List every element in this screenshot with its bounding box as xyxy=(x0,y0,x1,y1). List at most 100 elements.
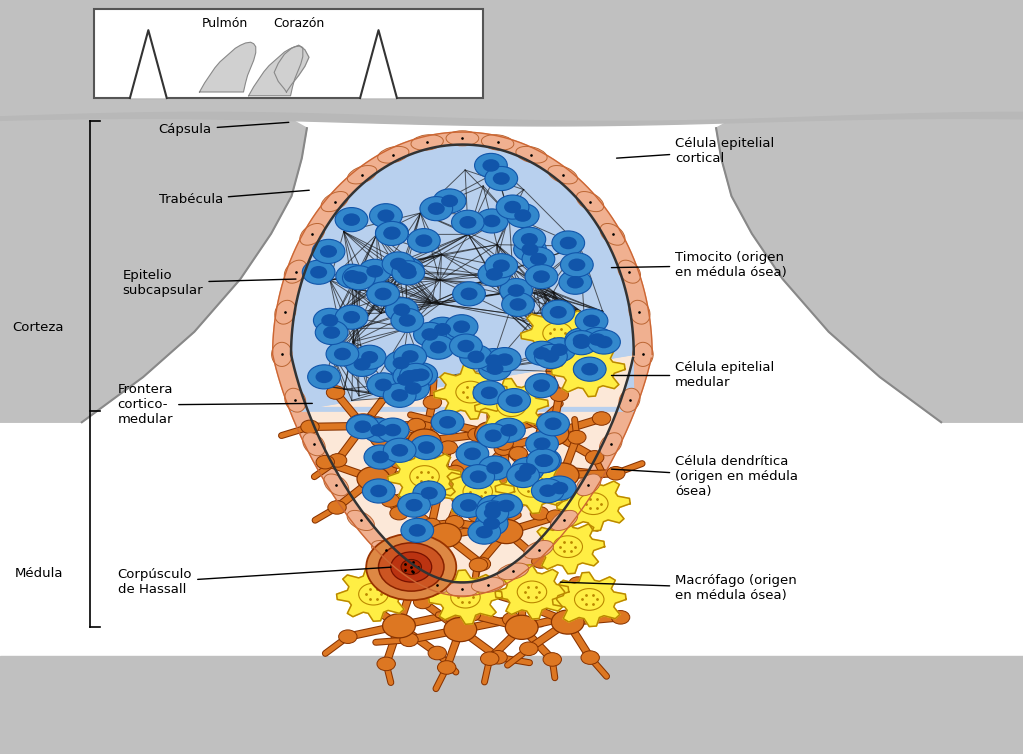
Circle shape xyxy=(407,418,426,432)
Polygon shape xyxy=(521,306,594,360)
Circle shape xyxy=(415,234,433,247)
Ellipse shape xyxy=(347,510,374,531)
Circle shape xyxy=(509,298,527,311)
Circle shape xyxy=(521,233,538,246)
Circle shape xyxy=(343,265,375,290)
Circle shape xyxy=(370,433,389,446)
Ellipse shape xyxy=(271,342,293,366)
Circle shape xyxy=(468,428,486,441)
Ellipse shape xyxy=(632,342,654,366)
Text: Frontera
cortico-
medular: Frontera cortico- medular xyxy=(118,383,312,427)
Circle shape xyxy=(573,357,606,382)
Circle shape xyxy=(405,363,438,387)
Circle shape xyxy=(327,501,346,514)
Circle shape xyxy=(301,420,319,434)
Circle shape xyxy=(539,484,557,497)
Circle shape xyxy=(376,657,395,670)
Circle shape xyxy=(407,369,425,382)
Circle shape xyxy=(464,585,483,599)
Circle shape xyxy=(383,252,415,276)
Circle shape xyxy=(551,482,568,495)
Circle shape xyxy=(399,264,416,276)
Circle shape xyxy=(451,587,480,608)
Ellipse shape xyxy=(576,192,604,212)
Circle shape xyxy=(361,351,379,363)
Text: Célula dendrítica
(origen en médula
ósea): Célula dendrítica (origen en médula ósea… xyxy=(612,455,798,498)
Polygon shape xyxy=(130,30,167,98)
Circle shape xyxy=(424,474,456,498)
Circle shape xyxy=(352,592,370,605)
Polygon shape xyxy=(273,132,653,596)
Circle shape xyxy=(422,518,441,532)
Circle shape xyxy=(463,448,481,460)
Circle shape xyxy=(451,210,484,234)
Circle shape xyxy=(476,511,508,535)
Circle shape xyxy=(509,446,528,460)
Circle shape xyxy=(384,226,401,239)
Circle shape xyxy=(486,461,503,474)
Text: Corazón: Corazón xyxy=(273,17,324,30)
Polygon shape xyxy=(337,567,410,621)
Circle shape xyxy=(553,536,582,557)
Circle shape xyxy=(347,415,380,439)
Circle shape xyxy=(612,611,630,624)
Circle shape xyxy=(496,354,514,366)
Ellipse shape xyxy=(324,474,349,495)
Circle shape xyxy=(501,403,520,416)
Ellipse shape xyxy=(550,510,578,531)
Circle shape xyxy=(520,463,536,476)
Circle shape xyxy=(568,431,586,444)
Circle shape xyxy=(505,615,538,639)
Circle shape xyxy=(483,215,500,227)
Circle shape xyxy=(486,268,503,280)
Circle shape xyxy=(420,487,438,499)
Circle shape xyxy=(504,201,521,213)
Circle shape xyxy=(534,437,550,450)
Circle shape xyxy=(434,323,451,336)
Circle shape xyxy=(526,342,559,366)
Circle shape xyxy=(428,202,445,215)
Ellipse shape xyxy=(629,300,650,324)
Circle shape xyxy=(526,431,559,455)
Circle shape xyxy=(473,381,505,405)
Circle shape xyxy=(440,469,458,483)
Ellipse shape xyxy=(548,166,577,184)
Circle shape xyxy=(463,481,492,502)
Circle shape xyxy=(512,458,544,482)
Circle shape xyxy=(347,414,380,438)
Circle shape xyxy=(393,357,409,369)
Circle shape xyxy=(483,159,499,172)
Circle shape xyxy=(581,651,599,664)
Circle shape xyxy=(543,653,562,667)
Polygon shape xyxy=(199,42,256,92)
Circle shape xyxy=(476,526,493,538)
Circle shape xyxy=(424,396,442,409)
Circle shape xyxy=(366,282,399,306)
Ellipse shape xyxy=(371,541,401,559)
Circle shape xyxy=(564,609,582,623)
Circle shape xyxy=(380,385,398,398)
Circle shape xyxy=(493,486,512,499)
Circle shape xyxy=(483,517,500,530)
Circle shape xyxy=(481,652,499,666)
Circle shape xyxy=(470,558,488,572)
Circle shape xyxy=(569,259,585,271)
Circle shape xyxy=(585,451,604,464)
Circle shape xyxy=(567,276,584,289)
Circle shape xyxy=(389,256,421,280)
Circle shape xyxy=(427,317,459,342)
Circle shape xyxy=(397,262,414,275)
Circle shape xyxy=(565,330,597,354)
Ellipse shape xyxy=(275,300,296,324)
Circle shape xyxy=(506,464,539,488)
Circle shape xyxy=(481,387,498,399)
Circle shape xyxy=(439,441,457,455)
Circle shape xyxy=(535,455,551,467)
Circle shape xyxy=(533,347,550,360)
Circle shape xyxy=(485,167,518,191)
Ellipse shape xyxy=(516,146,547,163)
Circle shape xyxy=(496,195,529,219)
Circle shape xyxy=(475,153,507,177)
Circle shape xyxy=(492,418,525,443)
Circle shape xyxy=(493,172,509,185)
